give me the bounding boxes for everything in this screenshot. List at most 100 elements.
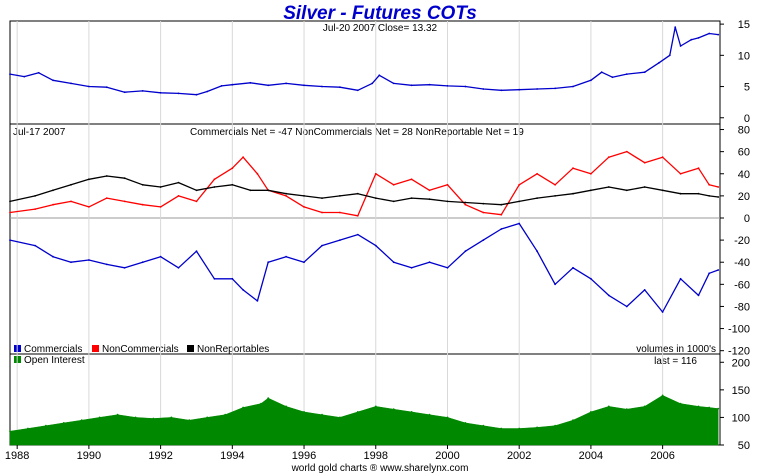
data-point	[159, 186, 162, 188]
data-point	[410, 178, 413, 181]
data-point	[392, 82, 395, 85]
y-tick-label: 20	[738, 191, 750, 203]
data-point	[303, 84, 305, 87]
data-point	[518, 183, 521, 186]
data-point	[590, 411, 592, 413]
data-point	[152, 417, 155, 420]
data-point	[536, 197, 538, 200]
data-point	[303, 411, 305, 413]
series-area-open-interest	[9, 395, 719, 446]
y-tick-label: -120	[728, 346, 750, 358]
data-point	[356, 192, 359, 195]
cot-net-header: Commercials Net = -47 NonCommercials Net…	[190, 127, 524, 138]
data-point	[105, 86, 108, 89]
data-point	[123, 91, 126, 94]
series-line-commercials	[9, 222, 719, 313]
data-point	[206, 90, 209, 93]
data-point	[88, 259, 90, 261]
oi-last-label: last = 116	[654, 356, 697, 367]
y-tick-label: 0	[744, 113, 750, 125]
data-point	[554, 87, 556, 90]
data-point	[717, 407, 720, 410]
data-point	[625, 150, 628, 153]
series-line-silver-price	[9, 26, 719, 96]
data-point	[267, 261, 270, 264]
legend-swatch-nonreportables	[187, 345, 194, 352]
data-point	[321, 413, 323, 416]
data-point	[661, 189, 664, 192]
data-point	[88, 206, 90, 208]
y-tick-label: 200	[732, 357, 750, 369]
legend-label-commercials: Commercials	[24, 344, 82, 355]
data-point	[590, 172, 592, 175]
data-point	[285, 82, 287, 85]
data-point	[141, 203, 144, 206]
data-point	[607, 405, 610, 408]
data-point	[378, 74, 381, 77]
volumes-note: volumes in 1000's	[636, 344, 716, 355]
data-point	[195, 189, 198, 192]
data-point	[242, 156, 245, 159]
data-point	[70, 183, 72, 186]
data-point	[643, 71, 646, 74]
data-point	[195, 200, 198, 203]
data-point	[464, 422, 467, 424]
data-point	[177, 195, 180, 197]
data-point	[536, 426, 538, 429]
data-point	[356, 233, 359, 236]
x-tick-label: 1990	[77, 450, 101, 462]
data-point	[679, 402, 682, 405]
data-point	[643, 289, 646, 291]
grid-layer	[10, 21, 720, 445]
data-point	[661, 394, 664, 397]
data-point	[464, 203, 467, 206]
data-point	[159, 255, 162, 258]
data-point	[446, 85, 449, 87]
data-point	[482, 211, 485, 214]
y-tick-label: 80	[738, 125, 750, 137]
data-point	[177, 92, 180, 95]
data-point	[643, 186, 646, 188]
data-point	[213, 186, 216, 188]
data-point	[123, 266, 126, 269]
data-point	[410, 266, 413, 269]
x-axis-layer: 1988 1990 1992 1994 1996 1998 2000 2002 2004 2006	[5, 445, 675, 462]
data-point	[697, 405, 700, 408]
data-point	[708, 406, 711, 409]
data-point	[339, 86, 341, 89]
data-point	[339, 195, 341, 197]
data-point	[428, 198, 431, 201]
data-point	[371, 82, 374, 85]
data-point	[482, 424, 485, 427]
data-point	[518, 200, 521, 203]
data-point	[170, 416, 173, 419]
legend-label-noncommercials: NonCommercials	[102, 344, 179, 355]
data-point	[37, 71, 40, 74]
y-tick-label: -40	[734, 257, 750, 269]
data-point	[690, 38, 693, 41]
data-point	[590, 277, 592, 280]
data-point	[697, 192, 700, 195]
data-point	[536, 250, 538, 253]
data-point	[464, 250, 467, 253]
data-point	[374, 172, 377, 175]
data-point	[717, 196, 720, 198]
data-point	[105, 175, 108, 177]
data-point	[123, 177, 126, 180]
data-point	[303, 195, 305, 197]
y-tick-label: 10	[738, 50, 750, 62]
legend-label-nonreportables: NonReportables	[197, 344, 269, 355]
data-point	[643, 161, 646, 164]
data-point	[62, 422, 65, 424]
data-point	[572, 419, 574, 422]
data-point	[392, 183, 395, 186]
data-point	[188, 419, 191, 422]
data-point	[256, 172, 259, 175]
data-point	[88, 178, 90, 181]
data-point	[231, 183, 234, 186]
x-tick-label: 2000	[435, 450, 459, 462]
line-layer	[9, 26, 720, 433]
data-point	[52, 255, 54, 258]
data-point	[321, 211, 323, 214]
